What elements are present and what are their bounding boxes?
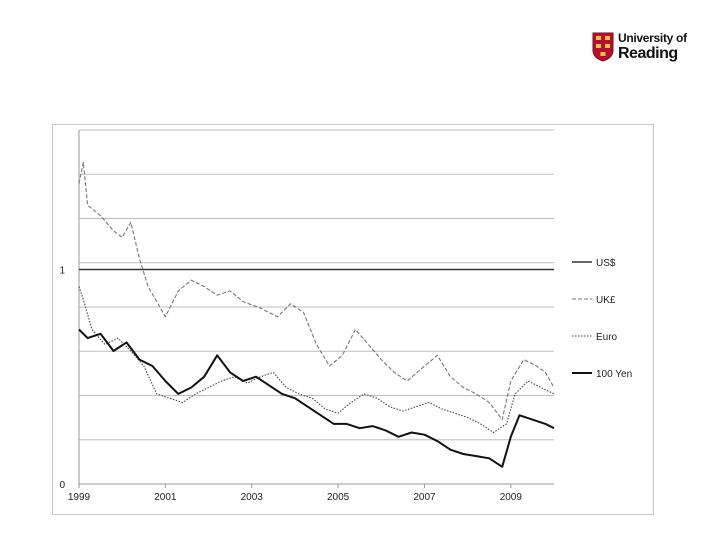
series-lines <box>78 161 555 468</box>
x-tick-label: 2003 <box>241 492 264 503</box>
axes: 1999 2001 2003 2005 2007 2009 0 1 <box>59 130 554 503</box>
logo-line2: Reading <box>618 45 678 62</box>
logo-text: University of Reading <box>618 31 687 62</box>
chart-frame <box>52 124 654 515</box>
x-tick-label: 2009 <box>500 492 523 503</box>
shield-icon <box>592 32 614 62</box>
series-line-uk- <box>78 161 555 421</box>
series-line-euro <box>78 286 555 434</box>
x-tick-label: 1999 <box>68 492 91 503</box>
legend-label: UK£ <box>596 295 616 306</box>
y-tick-label: 0 <box>59 480 65 491</box>
legend-label: US$ <box>596 258 616 269</box>
gridlines <box>79 129 554 441</box>
legend: US$ UK£ Euro 100 Yen <box>572 258 632 380</box>
y-tick-label: 1 <box>59 265 65 276</box>
x-tick-label: 2007 <box>413 492 436 503</box>
series-line-100-yen <box>78 328 555 468</box>
legend-label: 100 Yen <box>596 369 632 380</box>
legend-label: Euro <box>596 332 618 343</box>
logo-line1: University of <box>618 31 687 45</box>
x-tick-label: 2001 <box>154 492 177 503</box>
x-tick-label: 2005 <box>327 492 350 503</box>
university-logo: University of Reading <box>592 30 692 66</box>
